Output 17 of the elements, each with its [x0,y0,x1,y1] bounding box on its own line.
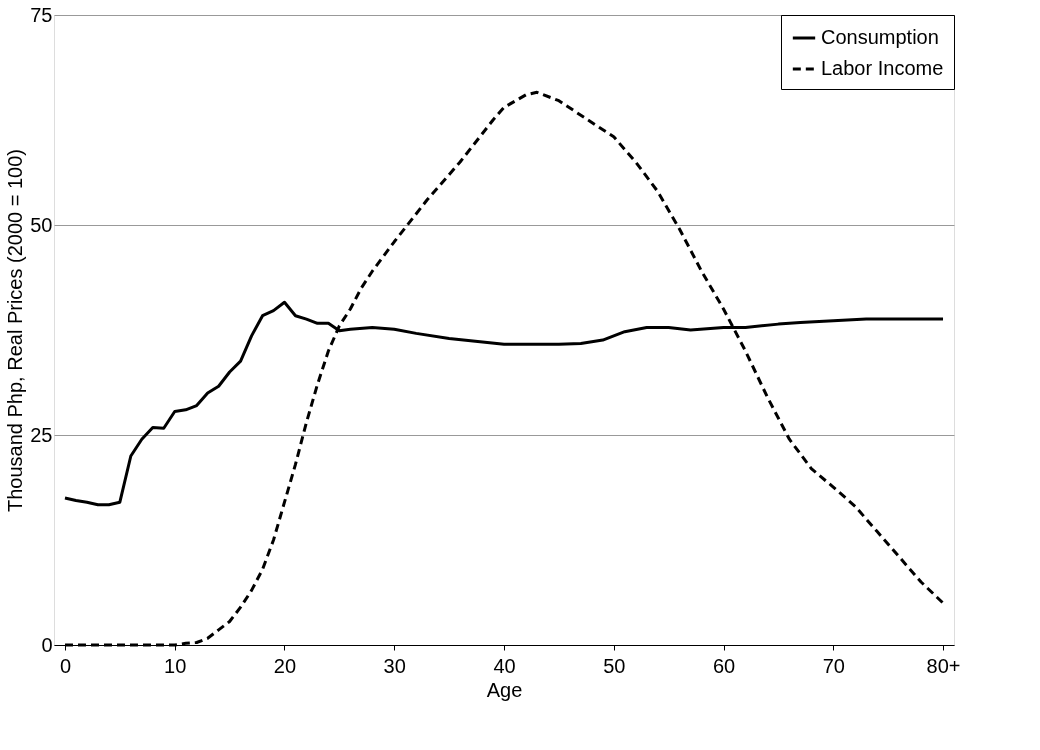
y-tick-label: 50 [30,213,53,236]
x-axis-title: Age [486,678,523,701]
x-tick-label: 70 [822,654,845,677]
x-tick-label: 80+ [926,654,961,677]
y-axis-title: Thousand Php, Real Prices (2000 = 100) [4,149,27,512]
legend-label: Consumption [821,26,939,48]
x-tick-label: 40 [493,654,516,677]
x-tick-label: 50 [603,654,626,677]
y-tick-label: 25 [30,423,53,446]
x-tick-label: 20 [273,654,297,677]
y-tick-label: 0 [41,633,53,656]
x-tick-label: 30 [383,654,406,677]
x-tick-label: 10 [164,654,187,677]
legend-label: Labor Income [821,57,944,79]
x-tick-label: 0 [59,654,72,677]
x-tick-label: 60 [712,654,736,677]
y-tick-label: 75 [30,3,53,26]
